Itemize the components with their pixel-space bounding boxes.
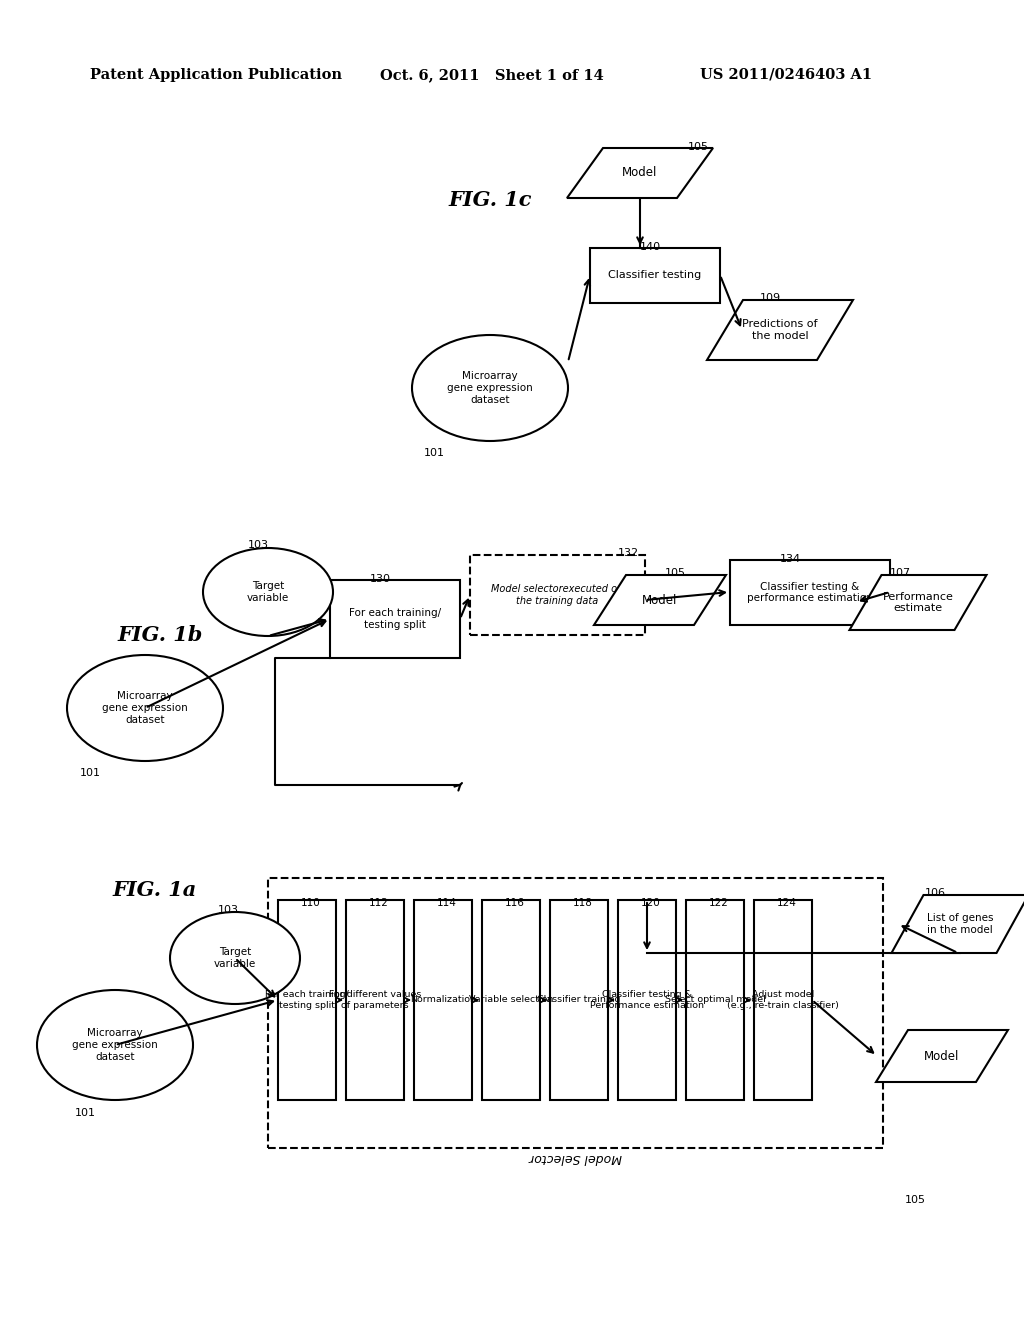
Text: 105: 105 [905,1195,926,1205]
Polygon shape [892,895,1024,953]
Text: Predictions of
the model: Predictions of the model [742,319,818,341]
Text: Select optimal model: Select optimal model [665,995,765,1005]
Text: List of genes
in the model: List of genes in the model [927,913,993,935]
Text: Model selectorexecuted on
the training data: Model selectorexecuted on the training d… [490,585,624,606]
Polygon shape [707,300,853,360]
Bar [686,900,744,1100]
Bar [470,554,645,635]
Text: For each training/
testing split: For each training/ testing split [265,990,349,1010]
Text: 124: 124 [777,898,797,908]
Text: Microarray
gene expression
dataset: Microarray gene expression dataset [72,1028,158,1061]
Text: Adjust model
(e.g., re-train classifier): Adjust model (e.g., re-train classifier) [727,990,839,1010]
Text: Classifier testing &
Performance estimation: Classifier testing & Performance estimat… [590,990,705,1010]
Text: 101: 101 [424,447,445,458]
Text: 116: 116 [505,898,525,908]
Text: 106: 106 [925,888,946,898]
Text: 130: 130 [370,574,391,583]
Ellipse shape [37,990,193,1100]
Text: Microarray
gene expression
dataset: Microarray gene expression dataset [102,692,187,725]
Text: Classifier training: Classifier training [538,995,621,1005]
Text: Classifier testing &
performance estimation: Classifier testing & performance estimat… [748,582,872,603]
Ellipse shape [203,548,333,636]
Text: For different values
of parameters: For different values of parameters [329,990,421,1010]
Text: 114: 114 [437,898,457,908]
Text: Normalization: Normalization [410,995,476,1005]
Bar [278,900,336,1100]
Text: 103: 103 [248,540,269,550]
Text: Model Selector: Model Selector [529,1151,622,1164]
Text: 134: 134 [780,554,801,564]
Polygon shape [850,576,986,630]
Text: 118: 118 [573,898,593,908]
Polygon shape [594,576,726,624]
Text: Target
variable: Target variable [214,948,256,969]
Polygon shape [567,148,713,198]
Bar [730,560,890,624]
Text: 112: 112 [369,898,389,908]
Text: Microarray
gene expression
dataset: Microarray gene expression dataset [447,371,532,405]
Text: 103: 103 [218,906,239,915]
Text: Classifier testing: Classifier testing [608,271,701,281]
Text: US 2011/0246403 A1: US 2011/0246403 A1 [700,69,872,82]
Text: Variable selection: Variable selection [469,995,553,1005]
Text: 101: 101 [75,1107,96,1118]
Bar [268,878,883,1148]
Text: 109: 109 [760,293,781,304]
Text: 101: 101 [80,768,101,777]
Text: For each training/
testing split: For each training/ testing split [349,609,441,630]
Text: 140: 140 [640,242,662,252]
Text: Performance
estimate: Performance estimate [883,591,953,614]
Text: 122: 122 [709,898,729,908]
Text: 105: 105 [688,143,709,152]
Bar [550,900,608,1100]
Ellipse shape [412,335,568,441]
Text: Oct. 6, 2011   Sheet 1 of 14: Oct. 6, 2011 Sheet 1 of 14 [380,69,604,82]
Text: FIG. 1a: FIG. 1a [113,880,198,900]
Text: Patent Application Publication: Patent Application Publication [90,69,342,82]
Text: 105: 105 [665,568,686,578]
Text: Target
variable: Target variable [247,581,289,603]
Text: FIG. 1c: FIG. 1c [449,190,531,210]
Ellipse shape [170,912,300,1005]
Text: 120: 120 [641,898,660,908]
Text: 107: 107 [890,568,911,578]
Text: FIG. 1b: FIG. 1b [118,624,203,645]
Text: Model: Model [623,166,657,180]
Bar [482,900,540,1100]
Text: Model: Model [642,594,678,606]
Bar [414,900,472,1100]
Ellipse shape [67,655,223,762]
Text: 132: 132 [618,548,639,558]
Bar [330,579,460,657]
Text: 110: 110 [301,898,321,908]
Bar [346,900,404,1100]
Bar [618,900,676,1100]
Polygon shape [876,1030,1008,1082]
Bar [590,248,720,304]
Bar [754,900,812,1100]
Text: Model: Model [925,1049,959,1063]
